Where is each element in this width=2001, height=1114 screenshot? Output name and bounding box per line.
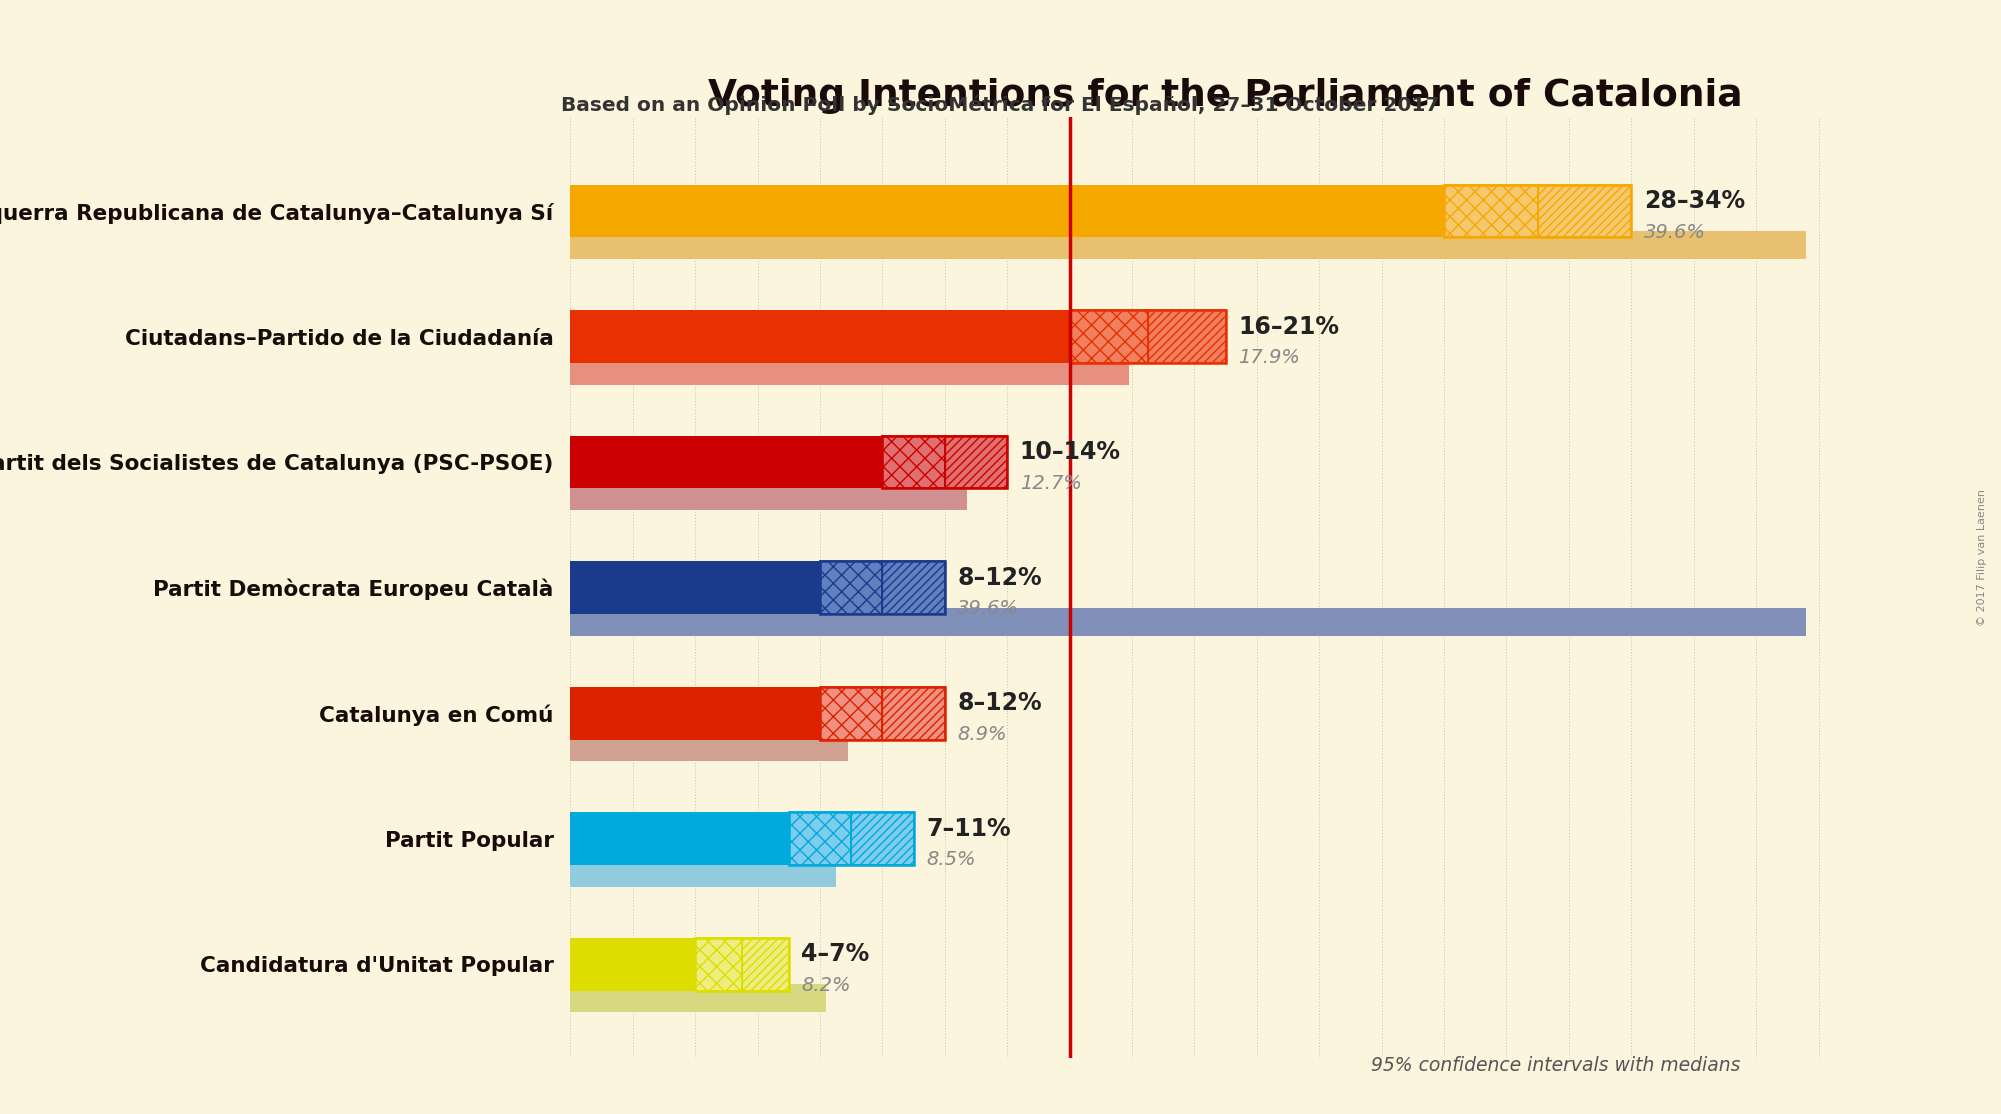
Bar xyxy=(788,812,850,864)
Bar xyxy=(570,733,848,761)
Bar xyxy=(820,687,882,740)
Bar xyxy=(1071,311,1149,363)
Bar xyxy=(850,812,914,864)
Bar xyxy=(694,938,742,990)
Text: 17.9%: 17.9% xyxy=(1239,349,1301,368)
Bar xyxy=(570,687,820,740)
Bar xyxy=(1071,311,1149,363)
Bar xyxy=(944,436,1007,488)
Text: 28–34%: 28–34% xyxy=(1643,189,1745,213)
Bar xyxy=(820,687,882,740)
Bar xyxy=(1537,185,1631,237)
Bar xyxy=(1445,185,1537,237)
Bar xyxy=(882,687,944,740)
Text: 8–12%: 8–12% xyxy=(956,566,1043,589)
Text: 95% confidence intervals with medians: 95% confidence intervals with medians xyxy=(1371,1056,1741,1075)
Bar xyxy=(570,859,836,887)
Bar xyxy=(850,812,914,864)
Bar xyxy=(570,812,788,864)
Bar xyxy=(570,561,820,614)
Bar xyxy=(882,436,1007,488)
Bar xyxy=(570,482,966,510)
Bar xyxy=(570,436,882,488)
Bar xyxy=(1149,311,1225,363)
Bar xyxy=(570,185,1445,237)
Bar xyxy=(570,985,826,1013)
Bar xyxy=(820,561,944,614)
Bar xyxy=(570,232,1807,260)
Bar xyxy=(742,938,788,990)
Title: Voting Intentions for the Parliament of Catalonia: Voting Intentions for the Parliament of … xyxy=(708,78,1743,114)
Bar xyxy=(1445,185,1631,237)
Bar xyxy=(1445,185,1537,237)
Text: 8.9%: 8.9% xyxy=(956,725,1007,744)
Bar xyxy=(694,938,742,990)
Text: 7–11%: 7–11% xyxy=(926,817,1011,841)
Text: © 2017 Filip van Laenen: © 2017 Filip van Laenen xyxy=(1977,489,1987,625)
Bar xyxy=(742,938,788,990)
Bar xyxy=(570,311,1071,363)
Bar xyxy=(1537,185,1631,237)
Bar xyxy=(788,812,850,864)
Bar xyxy=(882,687,944,740)
Bar xyxy=(882,436,944,488)
Text: 8–12%: 8–12% xyxy=(956,691,1043,715)
Bar xyxy=(1071,311,1225,363)
Bar xyxy=(820,561,882,614)
Text: 39.6%: 39.6% xyxy=(1643,223,1705,242)
Bar xyxy=(882,561,944,614)
Text: 39.6%: 39.6% xyxy=(956,599,1019,618)
Bar xyxy=(882,561,944,614)
Bar xyxy=(694,938,788,990)
Bar xyxy=(1149,311,1225,363)
Bar xyxy=(820,687,944,740)
Text: 12.7%: 12.7% xyxy=(1021,473,1081,494)
Bar xyxy=(570,356,1129,384)
Bar xyxy=(788,812,914,864)
Text: 8.2%: 8.2% xyxy=(800,976,850,995)
Text: 8.5%: 8.5% xyxy=(926,850,976,870)
Text: Based on an Opinion Poll by SocioMétrica for El Español, 27–31 October 2017: Based on an Opinion Poll by SocioMétrica… xyxy=(562,95,1439,115)
Text: 10–14%: 10–14% xyxy=(1021,440,1121,465)
Text: 4–7%: 4–7% xyxy=(800,942,870,966)
Bar xyxy=(570,938,694,990)
Bar xyxy=(820,561,882,614)
Bar xyxy=(570,608,1807,636)
Bar xyxy=(882,436,944,488)
Text: 16–21%: 16–21% xyxy=(1239,314,1339,339)
Bar xyxy=(944,436,1007,488)
